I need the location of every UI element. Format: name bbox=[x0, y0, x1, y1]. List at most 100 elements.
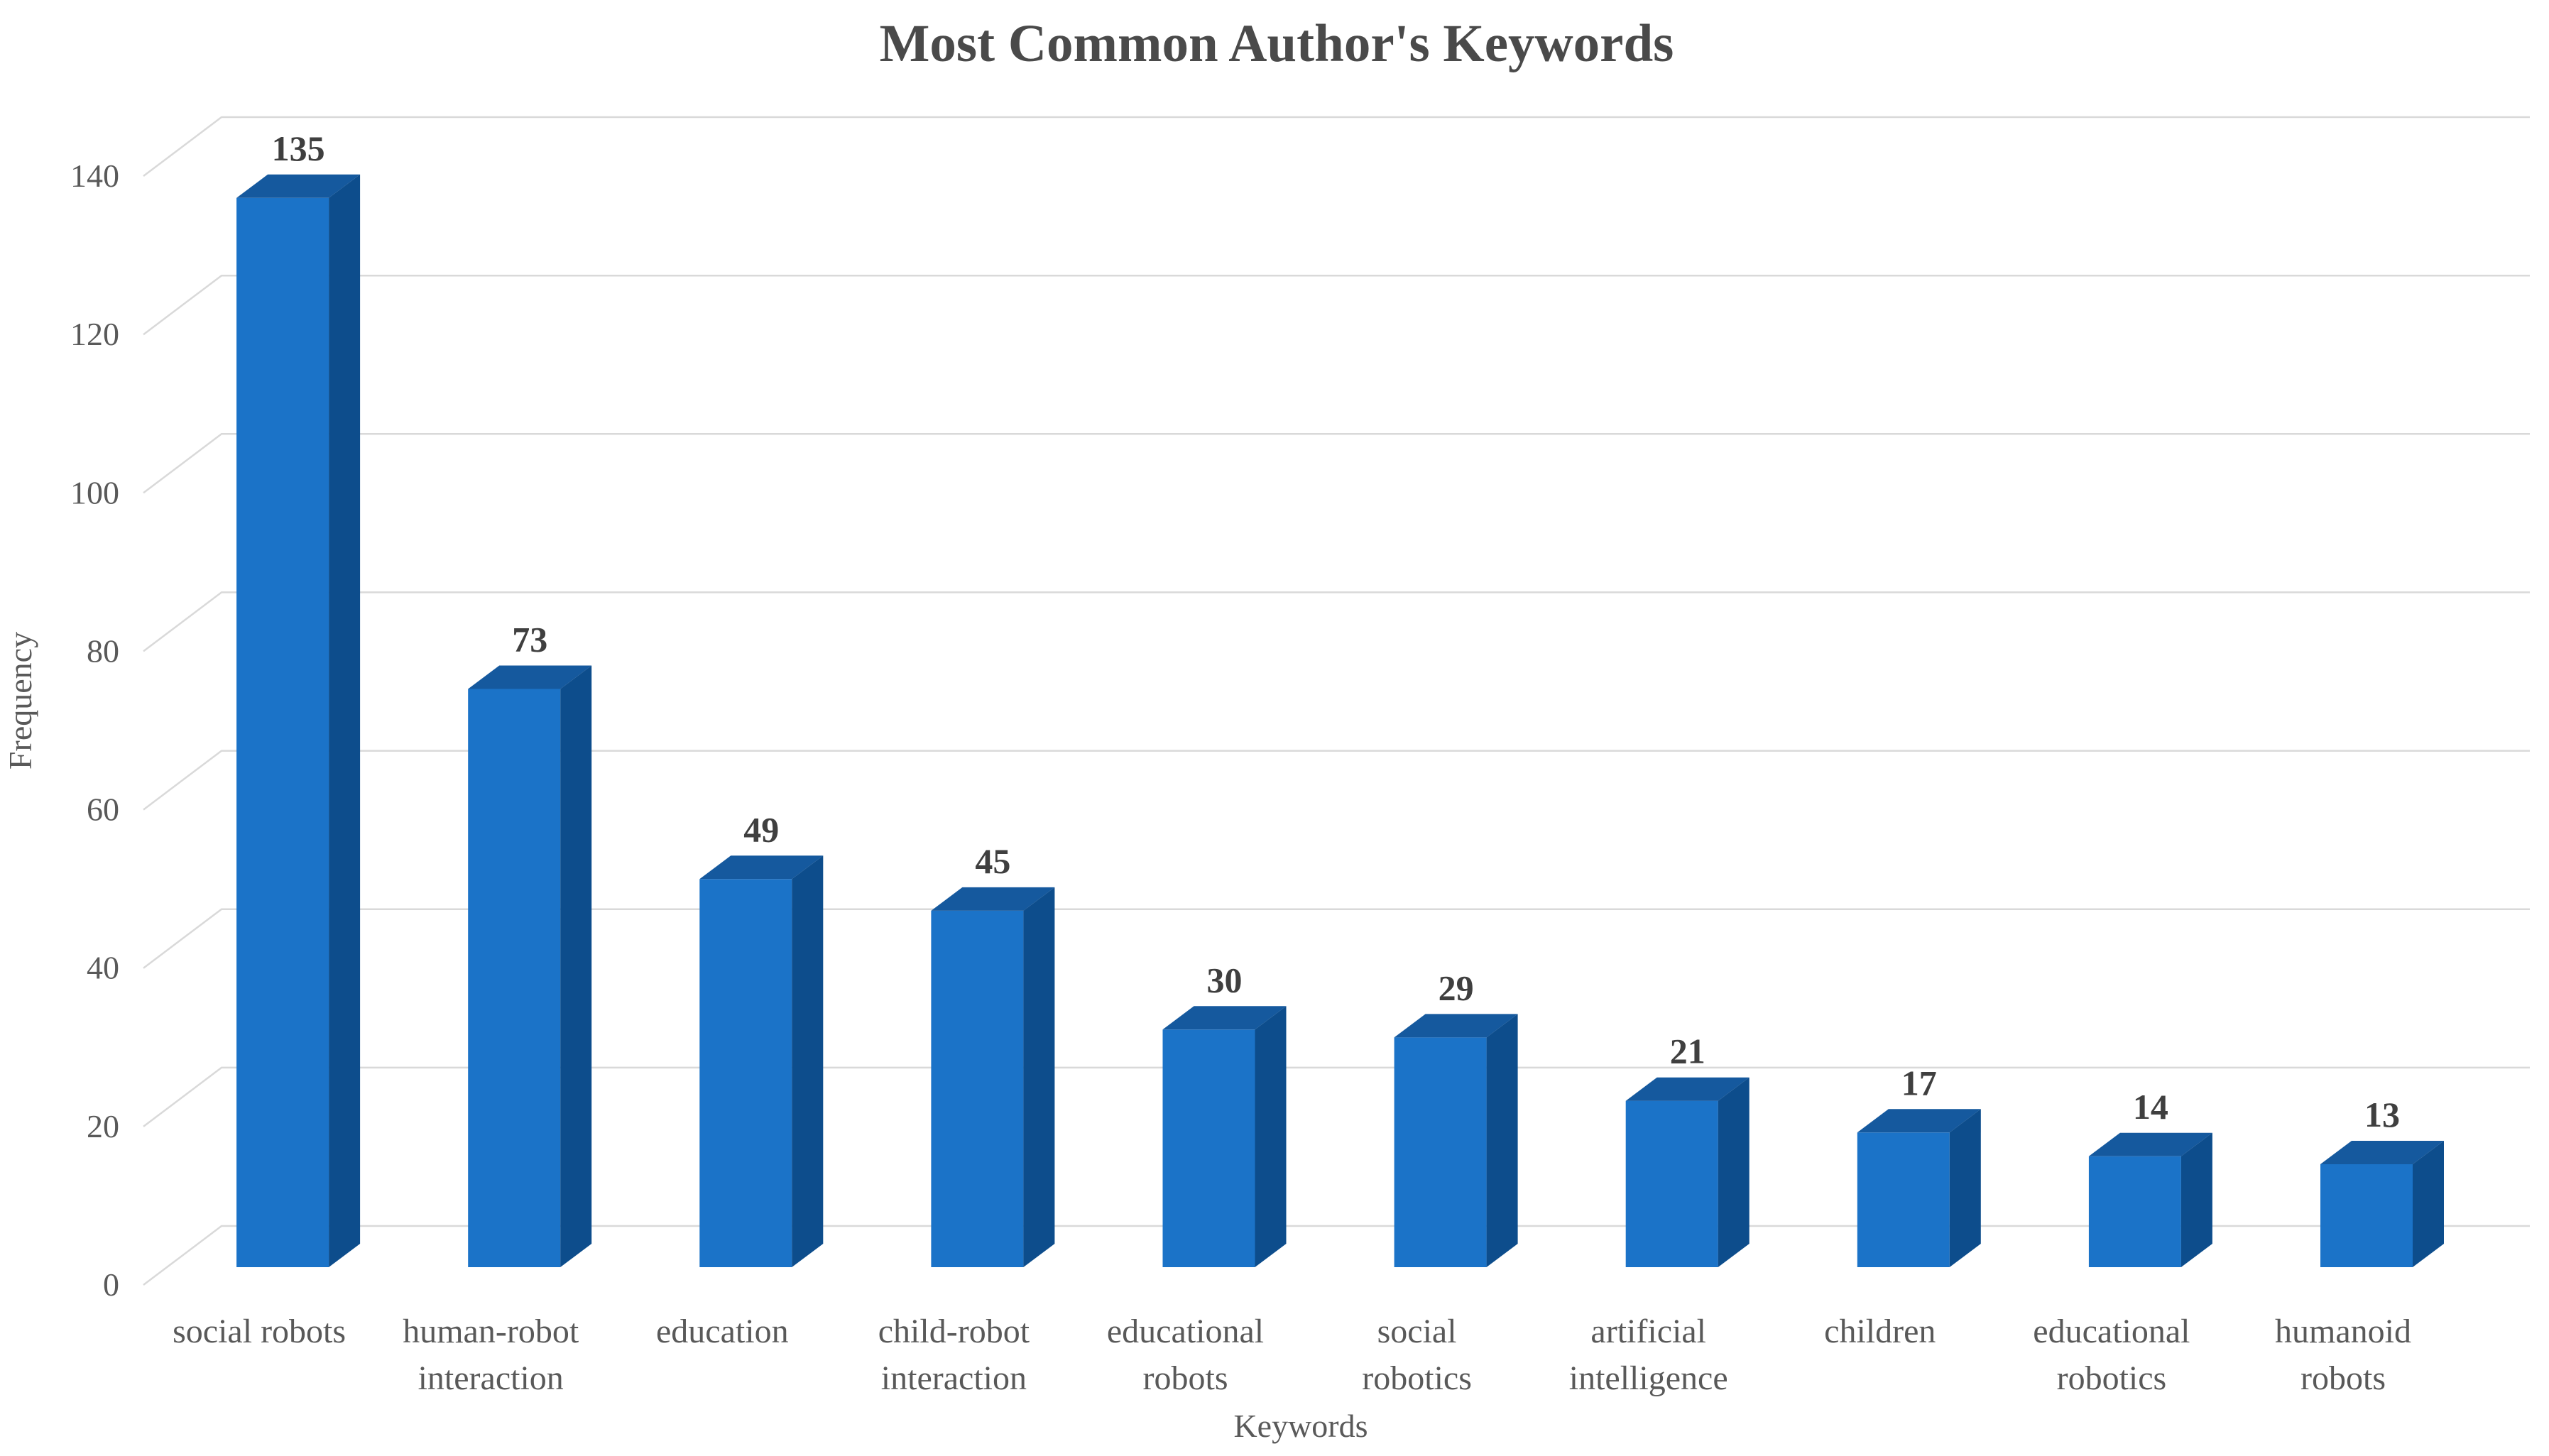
bar-front-face bbox=[699, 879, 792, 1267]
bar-child-robot-interaction bbox=[931, 887, 1055, 1267]
bar-side-face bbox=[560, 665, 592, 1267]
y-axis-tick-labels: 0 20 40 60 80 100 120 140 bbox=[70, 158, 119, 1303]
bar-side-face bbox=[1486, 1014, 1518, 1267]
bar-side-face bbox=[1255, 1006, 1287, 1267]
category-label-humanoid-robots: humanoid robots bbox=[2275, 1313, 2411, 1397]
bar-top-face bbox=[931, 887, 1055, 911]
gridlines bbox=[143, 116, 2530, 1286]
category-label-line: intelligence bbox=[1569, 1359, 1728, 1397]
bar-front-face bbox=[1625, 1100, 1718, 1267]
category-label-line: robots bbox=[2300, 1359, 2386, 1397]
chart-title: Most Common Author's Keywords bbox=[880, 14, 1674, 73]
value-label-educational-robots: 30 bbox=[1207, 960, 1243, 1000]
bar-top-face bbox=[1857, 1109, 1981, 1133]
value-label-children: 17 bbox=[1901, 1063, 1937, 1102]
category-label-social-robotics: social robotics bbox=[1362, 1313, 1472, 1397]
value-label-human-robot-interaction: 73 bbox=[512, 620, 547, 659]
value-label-artificial-intelligence: 21 bbox=[1670, 1031, 1705, 1071]
category-label-line: educational bbox=[1107, 1313, 1264, 1350]
y-tick-label-20: 20 bbox=[87, 1108, 119, 1144]
category-label-educational-robots: educational robots bbox=[1107, 1313, 1264, 1397]
bar-top-face bbox=[699, 855, 824, 880]
bar-front-face bbox=[2320, 1164, 2413, 1267]
category-label-line: humanoid bbox=[2275, 1313, 2411, 1350]
bar-front-face bbox=[468, 689, 561, 1267]
bar-top-face bbox=[468, 665, 592, 689]
category-label-children: children bbox=[1824, 1313, 1936, 1350]
bar-side-face bbox=[329, 174, 361, 1267]
bar-side-face bbox=[1023, 887, 1055, 1267]
bar-front-face bbox=[1162, 1029, 1255, 1267]
bar-education bbox=[699, 855, 824, 1267]
bar-social-robotics bbox=[1394, 1014, 1518, 1267]
y-tick-label-100: 100 bbox=[70, 474, 119, 510]
value-label-humanoid-robots: 13 bbox=[2364, 1095, 2400, 1134]
category-label-line: educational bbox=[2033, 1313, 2190, 1350]
y-tick-label-80: 80 bbox=[87, 633, 119, 669]
bar-front-face bbox=[1857, 1132, 1950, 1267]
bar-front-face bbox=[2088, 1156, 2181, 1267]
category-label-line: social bbox=[1377, 1313, 1457, 1350]
bar-social-robots bbox=[236, 174, 361, 1267]
category-label-educational-robotics: educational robotics bbox=[2033, 1313, 2190, 1397]
category-label-line: artificial bbox=[1590, 1313, 1706, 1350]
bar-top-face bbox=[1394, 1014, 1518, 1038]
y-tick-label-140: 140 bbox=[70, 158, 119, 194]
category-label-line: children bbox=[1824, 1313, 1936, 1350]
bar-front-face bbox=[931, 910, 1024, 1267]
gridline-120 bbox=[143, 274, 2530, 336]
bar-side-face bbox=[1949, 1109, 1981, 1267]
gridline-140 bbox=[143, 116, 2530, 177]
category-label-line: robots bbox=[1143, 1359, 1228, 1397]
bar-side-face bbox=[792, 855, 824, 1267]
category-label-education: education bbox=[656, 1313, 789, 1350]
bar-side-face bbox=[2413, 1141, 2444, 1267]
category-label-artificial-intelligence: artificial intelligence bbox=[1569, 1313, 1728, 1397]
bar-top-face bbox=[2320, 1141, 2444, 1164]
bars bbox=[236, 174, 2444, 1267]
x-axis-category-labels: social robots human-robot interaction educa… bbox=[173, 1313, 2411, 1397]
x-axis-title: Keywords bbox=[1233, 1408, 1368, 1444]
category-label-line: robotics bbox=[2057, 1359, 2167, 1397]
gridline-80 bbox=[143, 591, 2530, 652]
bar-top-face bbox=[236, 174, 361, 198]
category-label-social-robots: social robots bbox=[173, 1313, 346, 1350]
bar-side-face bbox=[1718, 1077, 1750, 1267]
bar-educational-robotics bbox=[2088, 1132, 2212, 1267]
category-label-line: child-robot bbox=[878, 1313, 1030, 1350]
y-axis-title: Frequency bbox=[2, 632, 38, 770]
y-tick-label-0: 0 bbox=[103, 1266, 119, 1303]
bar-side-face bbox=[2180, 1132, 2212, 1267]
bar-human-robot-interaction bbox=[468, 665, 592, 1267]
value-label-social-robotics: 29 bbox=[1439, 968, 1474, 1007]
bar-humanoid-robots bbox=[2320, 1141, 2444, 1267]
gridline-100 bbox=[143, 433, 2530, 494]
value-label-education: 49 bbox=[743, 809, 779, 849]
gridline-20 bbox=[143, 1066, 2530, 1127]
bar-artificial-intelligence bbox=[1625, 1077, 1750, 1267]
value-label-social-robots: 135 bbox=[272, 128, 325, 168]
category-label-line: human-robot bbox=[403, 1313, 579, 1350]
category-label-line: interaction bbox=[418, 1359, 564, 1397]
gridline-40 bbox=[143, 908, 2530, 969]
category-label-line: robotics bbox=[1362, 1359, 1472, 1397]
gridline-60 bbox=[143, 750, 2530, 811]
bar-front-face bbox=[236, 197, 329, 1267]
y-tick-label-40: 40 bbox=[87, 950, 119, 986]
category-label-line: interaction bbox=[881, 1359, 1027, 1397]
value-labels: 135 73 49 45 30 29 21 17 14 13 bbox=[272, 128, 2400, 1134]
gridline-0 bbox=[143, 1225, 2530, 1286]
bar-educational-robots bbox=[1162, 1006, 1287, 1267]
bar-front-face bbox=[1394, 1037, 1487, 1267]
bar-top-face bbox=[2088, 1132, 2212, 1156]
category-label-line: education bbox=[656, 1313, 789, 1350]
bar-top-face bbox=[1162, 1006, 1287, 1030]
bar-top-face bbox=[1625, 1077, 1750, 1101]
y-tick-label-120: 120 bbox=[70, 316, 119, 352]
category-label-human-robot-interaction: human-robot interaction bbox=[403, 1313, 579, 1397]
value-label-child-robot-interaction: 45 bbox=[975, 841, 1010, 881]
category-label-child-robot-interaction: child-robot interaction bbox=[878, 1313, 1030, 1397]
bar-children bbox=[1857, 1109, 1981, 1267]
